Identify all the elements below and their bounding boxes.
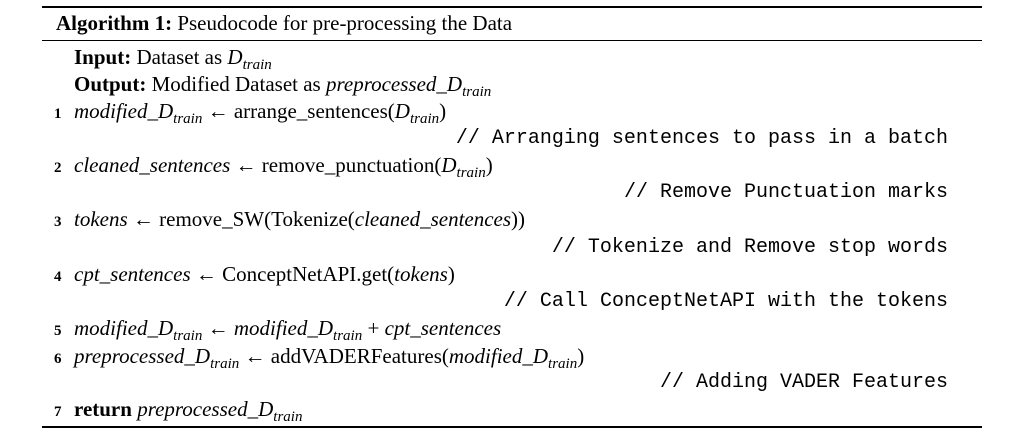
preprocessed-var: preprocessed_ (325, 72, 447, 96)
cleaned-sentences-var: cleaned_sentences (74, 153, 231, 177)
return-keyword: return (74, 397, 132, 421)
modified-var: modified_ (74, 99, 158, 123)
step-3-comment: // Tokenize and Remove stop words (551, 236, 948, 259)
plus-operator: + (362, 316, 385, 340)
assign-arrow: ← (202, 99, 234, 123)
train-subscript: train (273, 409, 303, 425)
assign-arrow: ← (202, 316, 234, 340)
step-6-comment: // Adding VADER Features (659, 371, 948, 394)
cpt-sentences-arg: cpt_sentences (384, 316, 502, 340)
function-call: addVADERFeatures( (270, 344, 449, 368)
step-4: 4 cpt_sentences ← ConceptNetAPI.get(token… (42, 261, 455, 290)
step-2-comment: // Remove Punctuation marks (623, 181, 948, 204)
cleaned-sentences-arg: cleaned_sentences (354, 207, 512, 231)
d-symbol: D (158, 316, 174, 340)
assign-arrow: ← (127, 207, 160, 231)
tokens-var: tokens (74, 207, 128, 231)
step-2: 2 cleaned_sentences ← remove_punctuation(… (42, 152, 493, 181)
step-7: 7 return preprocessed_Dtrain (42, 396, 302, 425)
d-symbol: D (446, 72, 463, 96)
input-label: Input: (74, 45, 132, 69)
train-subscript: train (173, 111, 203, 127)
algorithm-title: Pseudocode for pre-processing the Data (177, 11, 513, 35)
d-symbol: D (441, 153, 457, 177)
d-symbol: D (194, 344, 211, 368)
input-text: Dataset as (136, 45, 228, 69)
train-subscript: train (456, 165, 486, 181)
close-paren: ) (485, 153, 493, 177)
line-number: 5 (54, 323, 62, 339)
algorithm-label: Algorithm 1: (56, 11, 173, 35)
train-subscript: train (173, 328, 203, 344)
step-5: 5 modified_Dtrain ← modified_Dtrain + cpt… (42, 315, 501, 344)
assign-arrow: ← (190, 262, 223, 286)
d-symbol: D (158, 99, 174, 123)
d-symbol: D (317, 316, 334, 340)
function-call: remove_punctuation( (261, 153, 442, 177)
output-line: Output: Modified Dataset as preprocessed… (74, 71, 492, 100)
step-4-comment: // Call ConceptNetAPI with the tokens (503, 290, 948, 313)
bottom-rule (42, 426, 982, 428)
train-subscript: train (210, 356, 240, 372)
d-symbol: D (394, 99, 410, 123)
train-subscript: train (462, 84, 492, 100)
top-rule (42, 6, 982, 8)
train-subscript: train (333, 328, 363, 344)
close-paren: ) (447, 262, 455, 286)
line-number: 4 (54, 269, 62, 285)
preprocessed-var: preprocessed_ (74, 344, 195, 368)
modified-var: modified_ (233, 316, 318, 340)
d-symbol: D (258, 397, 274, 421)
function-call: remove_SW(Tokenize( (159, 207, 355, 231)
d-symbol: D (227, 45, 243, 69)
close-paren: ) (577, 344, 585, 368)
train-subscript: train (242, 57, 272, 73)
step-1-comment: // Arranging sentences to pass in a batc… (455, 127, 948, 150)
caption-rule (42, 40, 982, 41)
algorithm-caption: Algorithm 1: Pseudocode for pre-processi… (56, 10, 512, 36)
line-number: 2 (54, 160, 62, 176)
line-number: 6 (54, 351, 62, 367)
function-call: arrange_sentences( (233, 99, 395, 123)
step-3: 3 tokens ← remove_SW(Tokenize(cleaned_sen… (42, 206, 525, 235)
cpt-sentences-var: cpt_sentences (74, 262, 191, 286)
close-paren: )) (511, 207, 526, 231)
modified-arg: modified_ (448, 344, 533, 368)
line-number: 7 (54, 404, 62, 420)
preprocessed-var: preprocessed_ (137, 397, 259, 421)
output-label: Output: (74, 72, 147, 96)
input-line: Input: Dataset as Dtrain (74, 44, 272, 73)
d-symbol: D (532, 344, 549, 368)
close-paren: ) (439, 99, 447, 123)
function-call: ConceptNetAPI.get( (222, 262, 395, 286)
line-number: 3 (54, 214, 62, 230)
assign-arrow: ← (230, 153, 262, 177)
tokens-arg: tokens (394, 262, 448, 286)
assign-arrow: ← (239, 344, 271, 368)
train-subscript: train (548, 356, 578, 372)
step-1: 1 modified_Dtrain ← arrange_sentences(Dtr… (42, 98, 446, 127)
line-number: 1 (54, 106, 62, 122)
modified-var: modified_ (74, 316, 158, 340)
output-text: Modified Dataset as (151, 72, 326, 96)
step-6: 6 preprocessed_Dtrain ← addVADERFeatures(… (42, 343, 584, 372)
train-subscript: train (409, 111, 440, 127)
algorithm-block: Algorithm 1: Pseudocode for pre-processi… (42, 6, 982, 428)
